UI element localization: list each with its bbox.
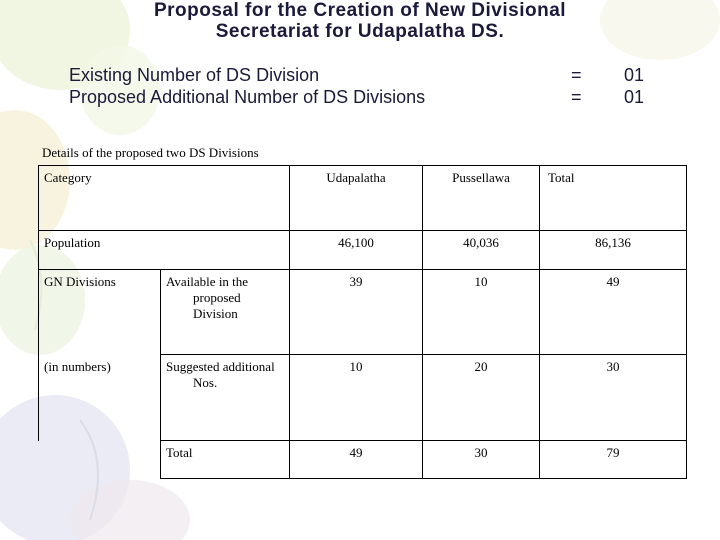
stat-label: Existing Number of DS Division <box>69 65 320 85</box>
suggested-pussellawa: 20 <box>474 359 488 374</box>
divisions-table: Category Udapalatha Pussellawa Total Pop… <box>38 165 687 479</box>
available-pussellawa: 10 <box>474 274 488 289</box>
table-header-row: Category Udapalatha Pussellawa Total <box>38 165 687 231</box>
population-pussellawa: 40,036 <box>463 235 499 250</box>
details-caption: Details of the proposed two DS Divisions <box>42 145 259 160</box>
stat-equals: = <box>571 65 582 85</box>
stat-value: 01 <box>624 65 645 85</box>
table-row-total: Total 49 30 79 <box>38 440 687 479</box>
title-line-1: Proposal for the Creation of New Divisio… <box>153 0 567 21</box>
page-title: Proposal for the Creation of New Divisio… <box>60 0 660 42</box>
gn-in-numbers-label: (in numbers) <box>44 358 111 374</box>
stat-value: 01 <box>624 87 645 107</box>
title-line-2: Secretariat for Udapalatha DS. <box>215 21 505 42</box>
suggested-udapalatha: 10 <box>349 359 363 374</box>
table-row-population: Population 46,100 40,036 86,136 <box>38 230 687 270</box>
stat-existing: Existing Number of DS Division = 01 <box>69 64 669 86</box>
stats-block: Existing Number of DS Division = 01 Prop… <box>69 64 669 108</box>
total-udapalatha: 49 <box>349 445 363 460</box>
suggested-label: Suggested additional Nos. <box>166 359 275 390</box>
stat-equals: = <box>571 87 582 107</box>
population-udapalatha: 46,100 <box>338 235 374 250</box>
available-udapalatha: 39 <box>349 274 363 289</box>
available-total: 49 <box>606 274 620 289</box>
stat-proposed: Proposed Additional Number of DS Divisio… <box>69 86 669 108</box>
population-label: Population <box>44 235 101 250</box>
suggested-total: 30 <box>606 359 620 374</box>
population-total: 86,136 <box>595 235 631 250</box>
total-pussellawa: 30 <box>474 445 488 460</box>
header-pussellawa: Pussellawa <box>452 170 510 185</box>
total-total: 79 <box>606 445 620 460</box>
header-total: Total <box>548 170 575 185</box>
table-row-suggested: (in numbers) Suggested additional Nos. 1… <box>38 354 687 441</box>
header-category: Category <box>44 170 92 185</box>
stat-label: Proposed Additional Number of DS Divisio… <box>69 87 426 107</box>
header-udapalatha: Udapalatha <box>326 170 386 185</box>
available-label: Available in the proposed Division <box>166 274 249 321</box>
gn-divisions-label: GN Divisions <box>44 274 116 289</box>
table-row-available: GN Divisions Available in the proposed D… <box>38 269 687 355</box>
total-label: Total <box>166 445 193 460</box>
